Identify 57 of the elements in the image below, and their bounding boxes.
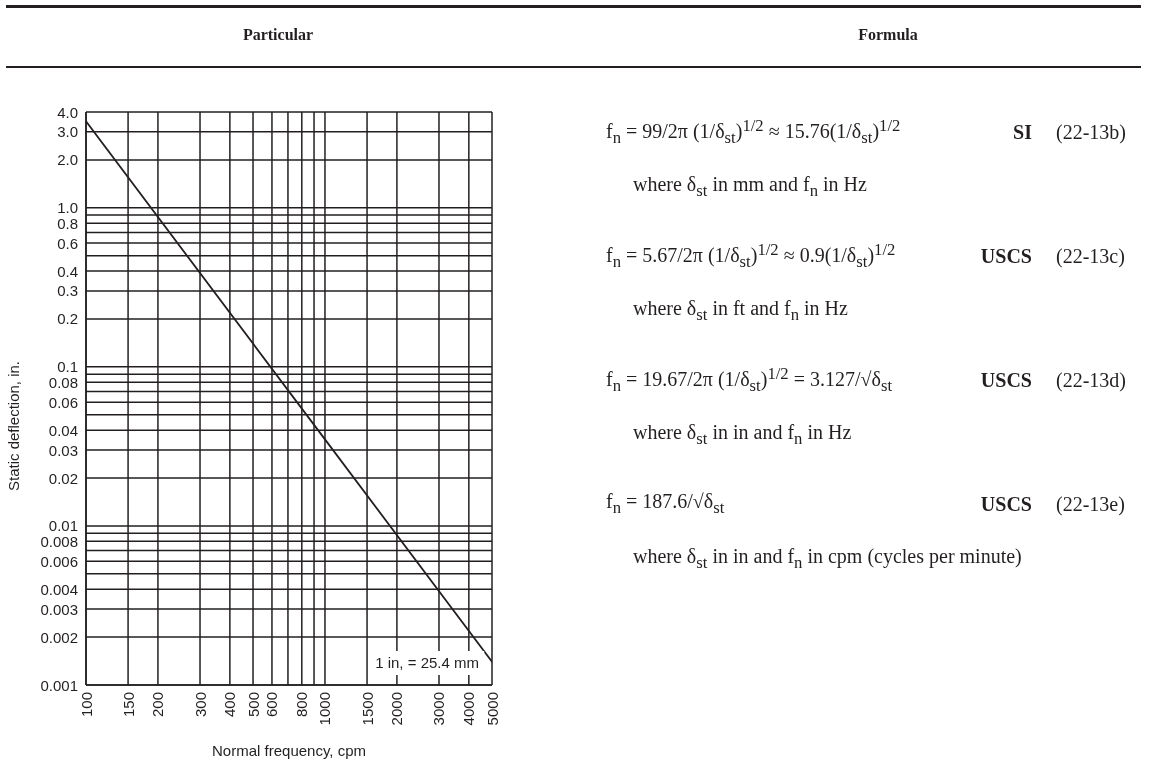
y-tick-label: 0.3 [57, 282, 78, 300]
text: (22-13e) [1056, 492, 1125, 517]
y-tick-label: 0.01 [48, 517, 78, 535]
text: f$_{n}$ = 19.67/2π (1/δ$_{st}$)$^{1/2}$ = 3.127/√δ$_{st}$ [606, 362, 893, 398]
x-tick-label: 100 [77, 692, 95, 718]
y-tick-label: 0.001 [40, 676, 78, 694]
y-tick-label: 0.003 [40, 600, 78, 618]
text: USCS [980, 492, 1032, 517]
text: f$_{n}$ = 99/2π (1/δ$_{st}$)$^{1/2}$ ≈ 15.76(1/δ$_{st}$)$^{1/2}$ [606, 115, 901, 148]
y-tick-label: 0.08 [48, 373, 78, 391]
y-tick-label: 0.008 [40, 532, 78, 550]
annotation: 1 in, = 25.4 mm [370, 651, 484, 675]
text: where δ$_{st}$ in in and f$_{n}$ in cpm (cycles per minute) [633, 543, 1022, 574]
x-tick-label: 2000 [388, 692, 406, 726]
x-tick-label: 500 [244, 692, 262, 718]
x-tick-label: 200 [149, 692, 167, 718]
x-tick-label: 1000 [316, 692, 334, 726]
x-tick-label: 150 [119, 692, 137, 718]
text: Formula [858, 26, 918, 44]
text: (22-13c) [1056, 244, 1125, 269]
y-tick-label: 0.1 [57, 358, 78, 376]
y-tick-label: 0.8 [57, 214, 78, 232]
x-tick-label: 5000 [483, 692, 501, 726]
y-tick-label: 0.6 [57, 234, 78, 252]
x-tick-label: 800 [293, 692, 311, 718]
text: where δ$_{st}$ in in and f$_{n}$ in Hz [633, 419, 852, 450]
y-tick-label: 0.4 [57, 262, 78, 280]
y-tick-label: 0.06 [48, 393, 78, 411]
y-tick-label: 0.002 [40, 628, 78, 646]
text: USCS [980, 244, 1032, 269]
text: (22-13b) [1056, 120, 1126, 145]
text: USCS [980, 368, 1032, 393]
y-tick-label: 0.004 [40, 580, 78, 598]
y-tick-label: 0.2 [57, 310, 78, 328]
x-tick-label: 1500 [358, 692, 376, 726]
text: (22-13d) [1056, 368, 1126, 393]
y-tick-label: 0.03 [48, 441, 78, 459]
x-tick-label: 400 [221, 692, 239, 718]
y-tick-label: 4.0 [57, 103, 78, 121]
text: where δ$_{st}$ in ft and f$_{n}$ in Hz [633, 295, 848, 326]
x-axis-title: Normal frequency, cpm [212, 741, 366, 759]
y-axis-title: Static deflection, in. [4, 360, 22, 492]
x-tick-label: 3000 [430, 692, 448, 726]
y-tick-label: 0.04 [48, 421, 78, 439]
text: f$_{n}$ = 187.6/√δ$_{st}$ [606, 488, 725, 519]
text: where δ$_{st}$ in mm and f$_{n}$ in Hz [633, 171, 867, 202]
y-tick-label: 0.006 [40, 552, 78, 570]
y-tick-label: 2.0 [57, 151, 78, 169]
text: f$_{n}$ = 5.67/2π (1/δ$_{st}$)$^{1/2}$ ≈ 0.9(1/δ$_{st}$)$^{1/2}$ [606, 239, 896, 272]
y-tick-label: 3.0 [57, 123, 78, 141]
y-tick-label: 1.0 [57, 199, 78, 217]
text: SI [1013, 120, 1032, 145]
x-tick-label: 4000 [460, 692, 478, 726]
y-tick-label: 0.02 [48, 469, 78, 487]
x-tick-label: 300 [191, 692, 209, 718]
chart-title: Particular [242, 26, 314, 44]
x-tick-label: 600 [263, 692, 281, 718]
